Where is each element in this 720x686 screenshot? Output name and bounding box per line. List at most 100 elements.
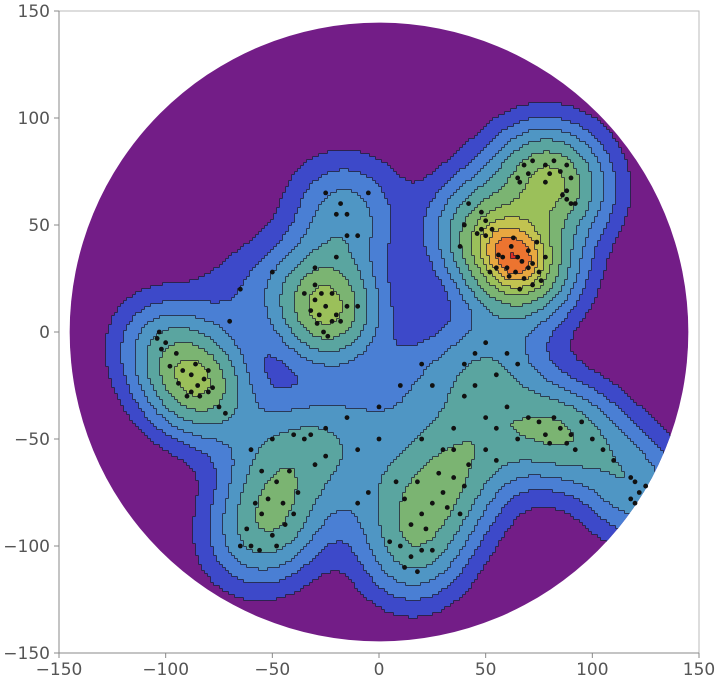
- data-point-34: [557, 169, 563, 174]
- data-point-55: [184, 393, 190, 399]
- data-point-77: [314, 321, 320, 326]
- data-point-75: [325, 333, 331, 339]
- data-point-102: [287, 468, 292, 474]
- data-point-50: [195, 383, 201, 388]
- data-point-173: [461, 393, 467, 399]
- data-point-179: [419, 436, 425, 442]
- data-point-166: [493, 425, 499, 431]
- data-point-152: [237, 286, 243, 292]
- data-point-37: [517, 179, 523, 185]
- data-point-91: [252, 500, 258, 506]
- data-point-65: [205, 368, 211, 373]
- data-point-119: [393, 479, 399, 485]
- data-point-103: [308, 432, 314, 438]
- y-tick-label-0: −150: [3, 644, 50, 664]
- data-point-174: [451, 425, 457, 431]
- data-point-52: [173, 351, 179, 356]
- data-point-164: [504, 404, 510, 410]
- y-tick-label-2: −50: [14, 430, 50, 450]
- data-point-168: [525, 415, 531, 420]
- x-tick-label-1: −100: [142, 660, 189, 680]
- data-point-117: [415, 479, 420, 485]
- y-tick-label-3: 0: [39, 323, 50, 343]
- data-point-156: [333, 211, 339, 217]
- data-point-8: [534, 239, 540, 245]
- data-point-104: [274, 543, 279, 549]
- data-point-141: [402, 565, 407, 570]
- data-point-115: [457, 511, 463, 517]
- data-point-64: [167, 363, 173, 369]
- data-point-76: [319, 291, 324, 296]
- data-point-180: [376, 436, 382, 442]
- data-point-68: [316, 312, 322, 318]
- data-point-151: [269, 269, 275, 275]
- data-point-3: [530, 261, 535, 266]
- data-point-150: [312, 265, 318, 271]
- contour-lines: [105, 102, 689, 619]
- data-point-136: [636, 490, 642, 495]
- data-point-112: [408, 522, 414, 527]
- data-point-160: [429, 383, 435, 388]
- x-tick-label-3: 0: [374, 660, 385, 680]
- data-point-182: [323, 425, 329, 431]
- data-point-29: [543, 162, 548, 168]
- data-point-138: [632, 500, 638, 506]
- data-point-10: [500, 254, 506, 260]
- data-point-111: [436, 470, 442, 476]
- data-point-105: [257, 547, 262, 553]
- data-point-35: [564, 162, 570, 168]
- data-point-40: [568, 201, 574, 207]
- data-point-47: [457, 244, 463, 249]
- x-tick-label-0: −150: [36, 660, 83, 680]
- data-point-130: [611, 458, 617, 463]
- data-point-18: [511, 235, 516, 241]
- data-point-44: [461, 222, 467, 228]
- data-point-71: [329, 318, 335, 324]
- data-point-48: [188, 372, 194, 378]
- data-point-93: [237, 543, 243, 549]
- y-tick-label-1: −100: [3, 537, 50, 557]
- y-tick-label-6: 150: [18, 2, 50, 22]
- data-point-95: [295, 490, 301, 495]
- data-point-58: [197, 393, 203, 399]
- data-point-143: [419, 547, 425, 553]
- data-point-63: [188, 389, 194, 395]
- data-point-159: [419, 361, 425, 367]
- data-point-88: [291, 511, 297, 517]
- data-point-78: [338, 318, 343, 324]
- data-point-59: [210, 385, 216, 391]
- data-point-153: [227, 318, 233, 324]
- data-point-9: [517, 286, 523, 292]
- data-point-122: [557, 425, 563, 431]
- data-points: [154, 158, 649, 575]
- data-point-176: [483, 447, 489, 453]
- data-point-154: [365, 190, 371, 196]
- data-point-85: [259, 511, 265, 517]
- data-point-28: [530, 158, 535, 164]
- data-point-124: [579, 419, 585, 425]
- data-point-101: [259, 468, 265, 474]
- data-point-107: [429, 500, 435, 506]
- data-point-126: [543, 432, 548, 438]
- data-point-11: [530, 282, 535, 288]
- data-point-20: [487, 269, 493, 275]
- data-point-99: [269, 436, 275, 442]
- data-point-54: [159, 346, 164, 352]
- data-point-84: [280, 500, 286, 506]
- data-point-30: [515, 175, 521, 181]
- data-point-114: [444, 505, 450, 510]
- data-point-61: [223, 410, 228, 416]
- data-point-22: [479, 226, 484, 232]
- data-point-7: [508, 244, 514, 249]
- data-point-133: [536, 419, 542, 425]
- data-point-123: [568, 432, 574, 438]
- data-point-97: [323, 453, 329, 459]
- data-point-57: [193, 361, 198, 367]
- data-point-67: [154, 336, 160, 341]
- data-point-116: [402, 496, 407, 502]
- data-point-162: [472, 383, 478, 388]
- data-point-15: [519, 258, 525, 264]
- data-point-24: [489, 226, 495, 232]
- data-point-155: [338, 201, 343, 207]
- data-point-46: [479, 209, 484, 215]
